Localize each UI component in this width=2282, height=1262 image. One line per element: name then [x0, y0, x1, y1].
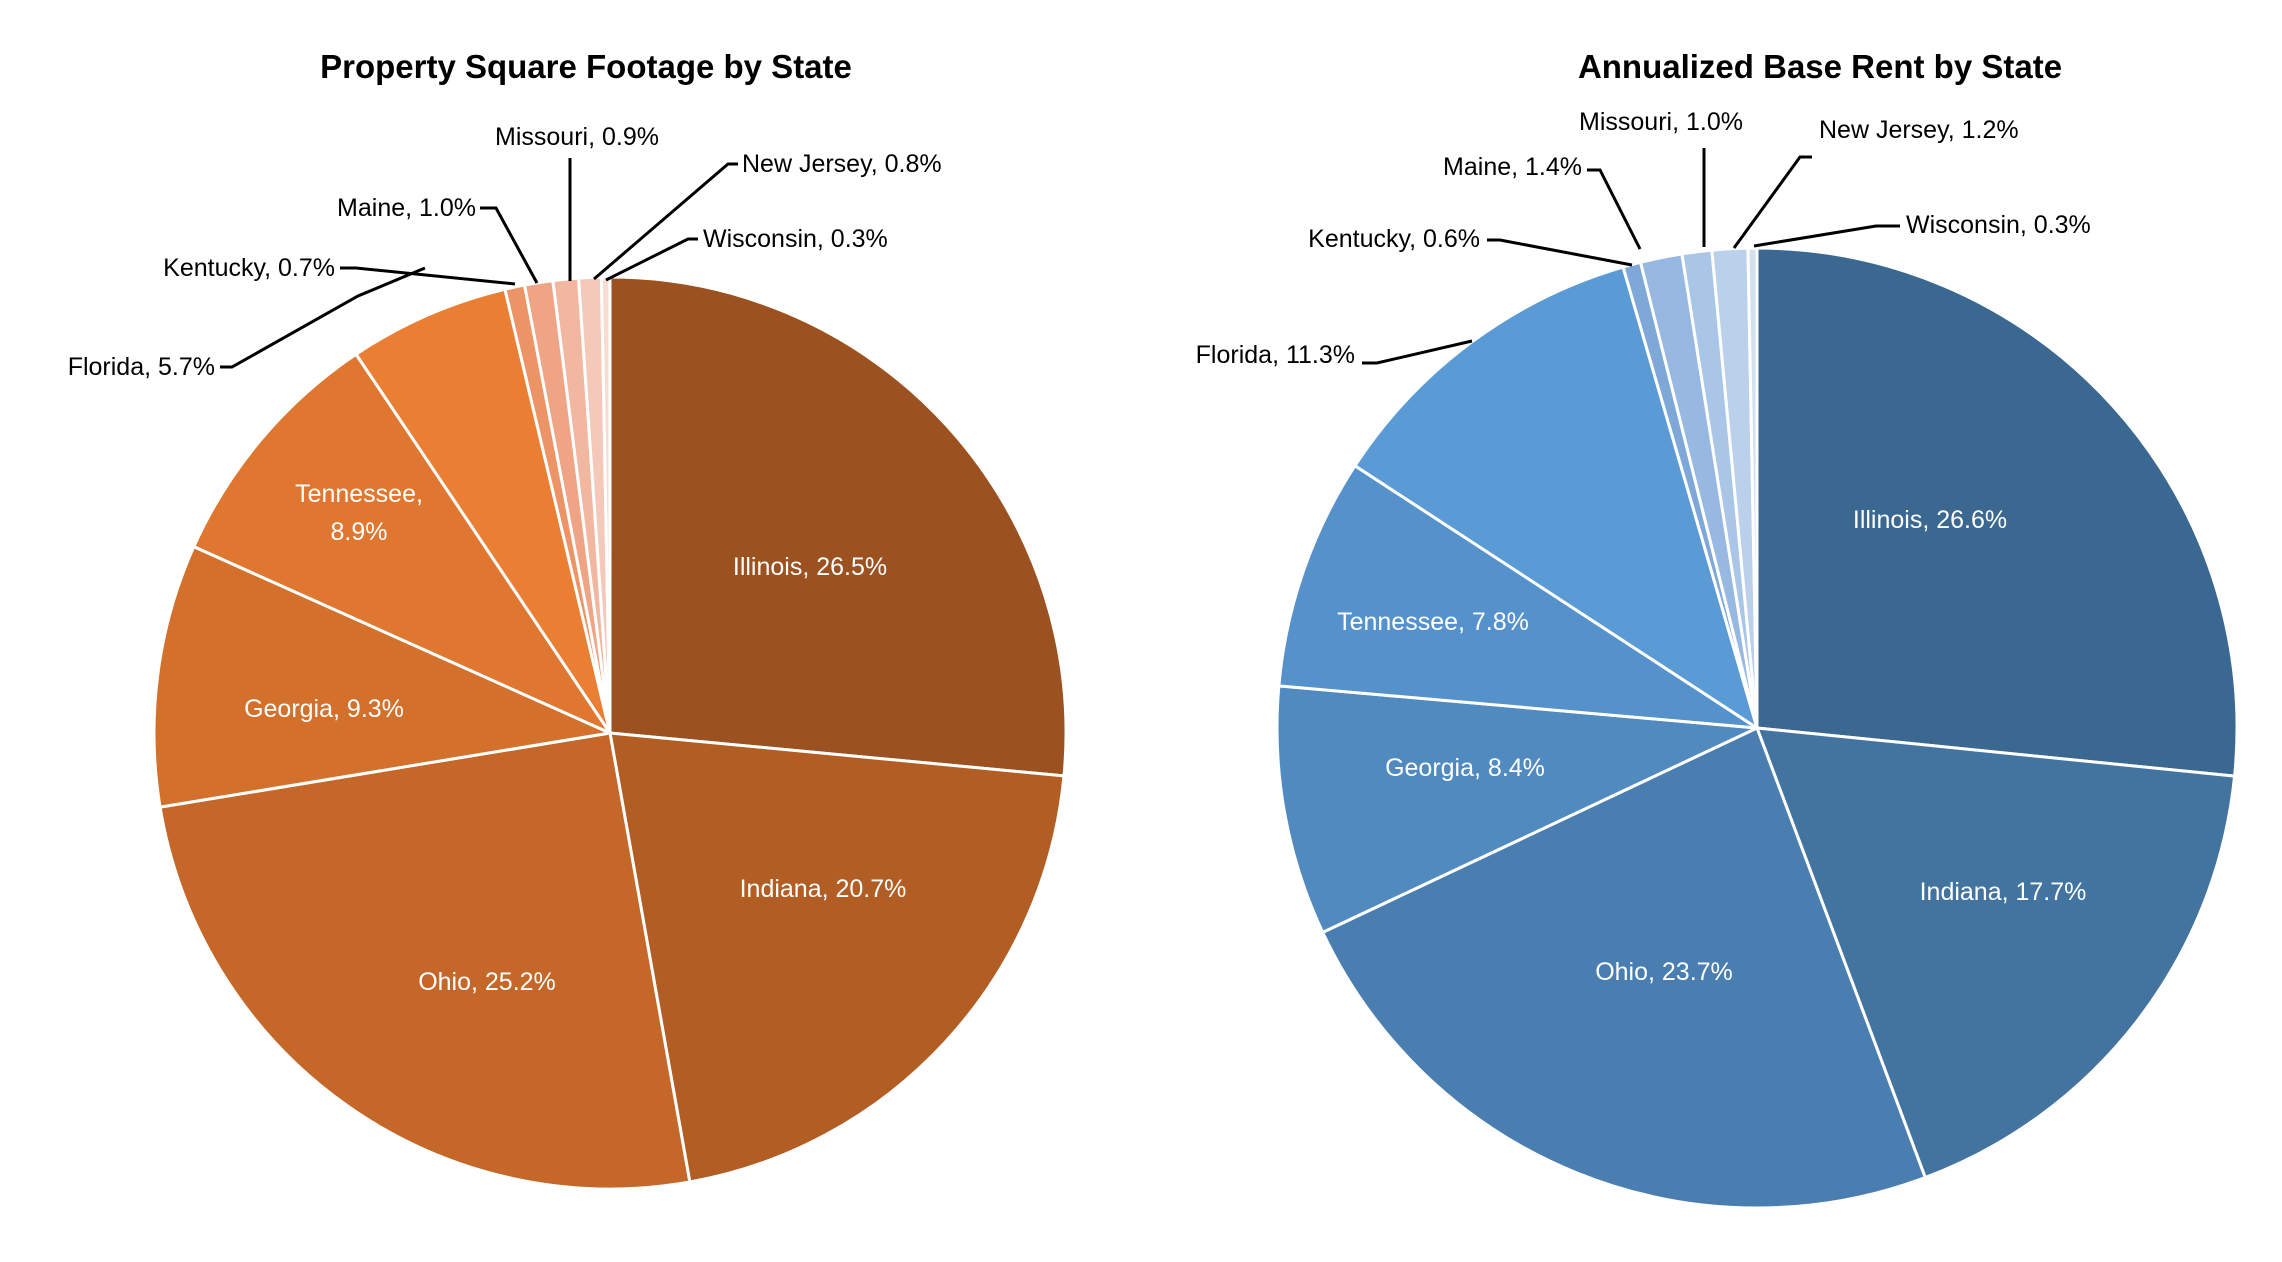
data-label-maine: Maine, 1.0% — [337, 194, 476, 222]
data-label-tennessee-line-1: Tennessee, — [295, 480, 423, 508]
leader-line-maine — [480, 206, 539, 284]
data-labels: Illinois, 26.6% Indiana, 17.7% Ohio, 23.7%… — [1196, 108, 2091, 986]
leader-lines — [1362, 148, 1900, 365]
data-label-ohio: Ohio, 25.2% — [418, 968, 556, 996]
data-label-ohio: Ohio, 23.7% — [1595, 958, 1733, 986]
pie-slice-ohio — [158, 731, 692, 1191]
chart-title: Property Square Footage by State — [320, 48, 852, 85]
leader-line-wisconsin — [605, 237, 698, 282]
data-label-kentucky: Kentucky, 0.7% — [163, 254, 335, 282]
pie-slice-tennessee — [192, 352, 612, 735]
data-label-missouri: Missouri, 0.9% — [495, 123, 659, 151]
pie-slices — [152, 275, 1068, 1191]
data-label-maine: Maine, 1.4% — [1443, 153, 1582, 181]
pie-slice-florida — [354, 287, 612, 735]
pie-slice-indiana — [1755, 726, 2237, 1180]
data-label-missouri: Missouri, 1.0% — [1579, 108, 1743, 136]
data-label-florida: Florida, 5.7% — [68, 353, 215, 381]
pie-slice-illinois — [1755, 246, 2239, 778]
data-label-illinois: Illinois, 26.5% — [733, 553, 887, 581]
leader-line-wisconsin — [1753, 224, 1900, 248]
pie-slice-georgia — [1275, 684, 1759, 934]
leader-line-kentucky — [340, 266, 516, 286]
pie-slice-georgia — [152, 545, 612, 809]
leader-line-kentucky — [1487, 238, 1633, 267]
annualized-base-rent-chart: Annualized Base Rent by State Illinois, … — [1196, 48, 2239, 1210]
data-label-new-jersey: New Jersey, 1.2% — [1819, 116, 2019, 144]
pie-slices — [1275, 246, 2239, 1210]
data-label-kentucky: Kentucky, 0.6% — [1308, 225, 1480, 253]
data-label-new-jersey: New Jersey, 0.8% — [742, 150, 942, 178]
data-label-georgia: Georgia, 9.3% — [244, 695, 404, 723]
data-label-wisconsin: Wisconsin, 0.3% — [1906, 211, 2091, 239]
data-label-tennessee: Tennessee, 7.8% — [1337, 608, 1529, 636]
data-label-indiana: Indiana, 17.7% — [1920, 878, 2087, 906]
leader-line-florida — [1362, 339, 1473, 365]
pie-slice-illinois — [608, 275, 1068, 778]
data-label-florida: Florida, 11.3% — [1196, 341, 1355, 369]
pie-slice-ohio — [1321, 726, 1927, 1210]
property-square-footage-chart: Property Square Footage by State Illinoi… — [68, 48, 1068, 1191]
data-label-wisconsin: Wisconsin, 0.3% — [703, 225, 888, 253]
leader-lines — [220, 158, 738, 369]
leader-line-new-jersey — [1732, 155, 1812, 249]
pie-slice-indiana — [608, 731, 1066, 1184]
data-label-illinois: Illinois, 26.6% — [1853, 506, 2007, 534]
pie-slice-wisconsin — [1746, 246, 1759, 730]
data-label-tennessee-line-2: 8.9% — [331, 518, 388, 546]
leader-line-maine — [1587, 168, 1642, 250]
data-label-georgia: Georgia, 8.4% — [1385, 754, 1545, 782]
chart-title: Annualized Base Rent by State — [1578, 48, 2062, 85]
data-labels: Illinois, 26.5% Indiana, 20.7% Ohio, 25.2%… — [68, 123, 942, 996]
leader-line-new-jersey — [593, 162, 738, 281]
data-label-indiana: Indiana, 20.7% — [740, 875, 907, 903]
pie-slice-tennessee — [1277, 464, 1759, 730]
leader-line-florida — [220, 266, 426, 369]
